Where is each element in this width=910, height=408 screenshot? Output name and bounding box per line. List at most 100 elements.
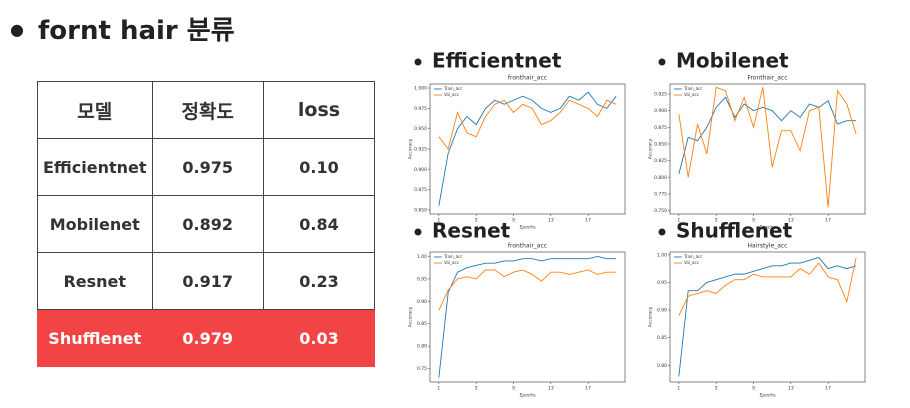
- plot-frame: [429, 83, 626, 215]
- table-cell: loss: [262, 81, 376, 139]
- y-tick-label: 0.750: [654, 208, 667, 214]
- legend-label: Val_acc: [444, 260, 459, 265]
- x-tick-label: 13: [788, 386, 794, 392]
- y-axis-label: Accuracy: [648, 138, 654, 159]
- table-cell: 0.917: [151, 252, 264, 310]
- data-line: [438, 256, 617, 378]
- x-tick-label: 9: [752, 218, 755, 224]
- table-row: 모델 정확도 loss: [37, 81, 376, 139]
- y-tick-label: 0.90: [417, 299, 427, 305]
- plot-frame: [669, 83, 866, 215]
- y-tick-label: 0.875: [414, 187, 427, 193]
- x-axis-label: Epochs: [519, 393, 536, 399]
- legend-label: Val_acc: [684, 92, 699, 97]
- y-tick-label: 0.925: [654, 92, 667, 98]
- table-cell: 모델: [37, 81, 153, 139]
- data-line: [438, 99, 617, 151]
- x-tick-label: 17: [825, 386, 831, 392]
- x-tick-label: 13: [548, 218, 554, 224]
- chart-heading: Shufflenet: [676, 219, 793, 243]
- table-cell: 0.10: [262, 138, 376, 196]
- x-tick-label: 5: [715, 386, 718, 392]
- x-tick-label: 17: [825, 218, 831, 224]
- y-tick-label: 0.95: [657, 280, 667, 286]
- x-tick-label: 5: [475, 218, 478, 224]
- table-row: Mobilenet 0.892 0.84: [37, 195, 376, 253]
- chart-heading: Efficientnet: [432, 49, 562, 73]
- legend-label: Train_acc: [443, 254, 462, 259]
- y-tick-label: 0.80: [417, 344, 427, 350]
- x-tick-label: 13: [548, 386, 554, 392]
- table-row: Resnet 0.917 0.23: [37, 252, 376, 310]
- table-cell: 0.03: [262, 309, 376, 367]
- y-tick-label: 0.875: [654, 125, 667, 131]
- y-tick-label: 1.00: [417, 254, 427, 260]
- bullet: [658, 228, 666, 236]
- table-cell: 0.892: [151, 195, 264, 253]
- chart-title: fronthair_acc: [508, 75, 547, 82]
- table-cell: Shufflenet: [37, 309, 153, 367]
- x-tick-label: 9: [752, 386, 755, 392]
- chart-title: fronthair_acc: [508, 243, 547, 250]
- bullet: [414, 58, 422, 66]
- y-tick-label: 0.950: [414, 126, 427, 132]
- bullet: [658, 58, 666, 66]
- x-tick-label: 9: [512, 386, 515, 392]
- table-cell: 정확도: [151, 81, 264, 139]
- legend-label: Train_acc: [683, 254, 702, 259]
- data-line: [438, 269, 617, 311]
- y-tick-label: 0.85: [417, 321, 427, 327]
- y-axis-label: Accuracy: [648, 306, 654, 327]
- bullet: [414, 228, 422, 236]
- legend-label: Train_acc: [443, 86, 462, 91]
- x-tick-label: 17: [585, 386, 591, 392]
- data-line: [438, 91, 617, 206]
- x-tick-label: 5: [715, 218, 718, 224]
- x-tick-label: 1: [437, 218, 440, 224]
- y-axis-label: Accuracy: [408, 138, 414, 159]
- y-tick-label: 0.900: [414, 167, 427, 173]
- x-axis-label: Epochs: [759, 225, 776, 231]
- data-line: [678, 86, 857, 208]
- data-line: [678, 257, 857, 316]
- legend-label: Val_acc: [444, 92, 459, 97]
- table-cell: 0.84: [262, 195, 376, 253]
- plot-frame: [669, 251, 866, 383]
- y-tick-label: 0.925: [414, 147, 427, 153]
- table-row: Efficientnet 0.975 0.10: [37, 138, 376, 196]
- data-line: [678, 257, 857, 377]
- table-cell: 0.975: [151, 138, 264, 196]
- legend-label: Train_acc: [683, 86, 702, 91]
- table-cell: 0.23: [262, 252, 376, 310]
- y-tick-label: 0.80: [657, 363, 667, 369]
- chart-title: Hairstyle_acc: [748, 243, 788, 250]
- y-tick-label: 0.825: [654, 158, 667, 164]
- results-table: 모델 정확도 loss Efficientnet 0.975 0.10 Mobilenet 0…: [37, 81, 376, 367]
- legend-label: Val_acc: [684, 260, 699, 265]
- plot-frame: [429, 251, 626, 383]
- chart-heading: Resnet: [432, 219, 511, 243]
- slide-title: fornt hair 분류: [10, 10, 235, 47]
- chart-title: Fronthair_acc: [747, 75, 787, 82]
- x-tick-label: 1: [677, 218, 680, 224]
- chart-heading: Mobilenet: [676, 49, 789, 73]
- y-tick-label: 0.975: [414, 106, 427, 112]
- y-tick-label: 0.90: [657, 308, 667, 314]
- x-axis-label: Epochs: [759, 393, 776, 399]
- y-axis-label: Accuracy: [408, 306, 414, 327]
- table-cell: Mobilenet: [37, 195, 153, 253]
- y-tick-label: 0.75: [417, 366, 427, 372]
- x-tick-label: 13: [788, 218, 794, 224]
- table-cell: Resnet: [37, 252, 153, 310]
- table-cell: 0.979: [151, 309, 264, 367]
- y-tick-label: 0.85: [657, 335, 667, 341]
- y-tick-label: 0.850: [654, 142, 667, 148]
- y-tick-label: 0.900: [654, 108, 667, 114]
- y-tick-label: 0.850: [414, 207, 427, 213]
- x-tick-label: 1: [437, 386, 440, 392]
- x-tick-label: 17: [585, 218, 591, 224]
- y-tick-label: 1.000: [414, 86, 427, 92]
- y-tick-label: 0.95: [417, 276, 427, 282]
- x-tick-label: 1: [677, 386, 680, 392]
